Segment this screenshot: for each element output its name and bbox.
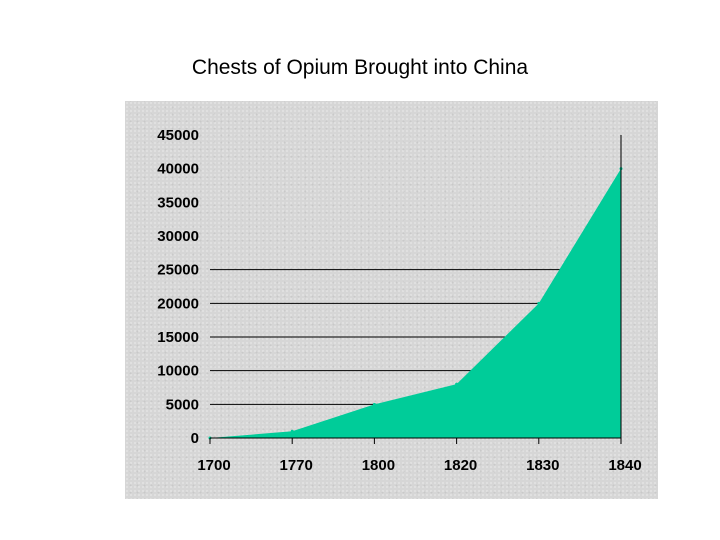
- y-tick-label-15000: 15000: [157, 329, 199, 346]
- data-point-1830: [537, 301, 541, 305]
- y-tick-label-20000: 20000: [157, 295, 199, 312]
- x-tick-label-1700: 1700: [197, 457, 230, 474]
- y-tick-label-45000: 45000: [157, 127, 199, 144]
- data-point-1770: [290, 429, 294, 433]
- chart-title: Chests of Opium Brought into China: [191, 56, 529, 79]
- x-tick-label-1830: 1830: [526, 457, 559, 474]
- data-point-1820: [455, 382, 459, 386]
- area-series: [210, 168, 621, 438]
- x-tick-label-1800: 1800: [362, 457, 395, 474]
- y-tick-label-25000: 25000: [157, 262, 199, 279]
- data-point-1800: [372, 402, 376, 406]
- y-tick-label-30000: 30000: [157, 228, 199, 245]
- y-tick-label-40000: 40000: [157, 161, 199, 178]
- x-tick-label-1820: 1820: [444, 457, 477, 474]
- y-tick-label-35000: 35000: [157, 194, 199, 211]
- x-tick-label-1770: 1770: [280, 457, 313, 474]
- x-tick-label-1840: 1840: [608, 457, 641, 474]
- y-tick-label-10000: 10000: [157, 363, 199, 380]
- y-tick-label-0: 0: [191, 430, 199, 447]
- y-tick-label-5000: 5000: [166, 396, 199, 413]
